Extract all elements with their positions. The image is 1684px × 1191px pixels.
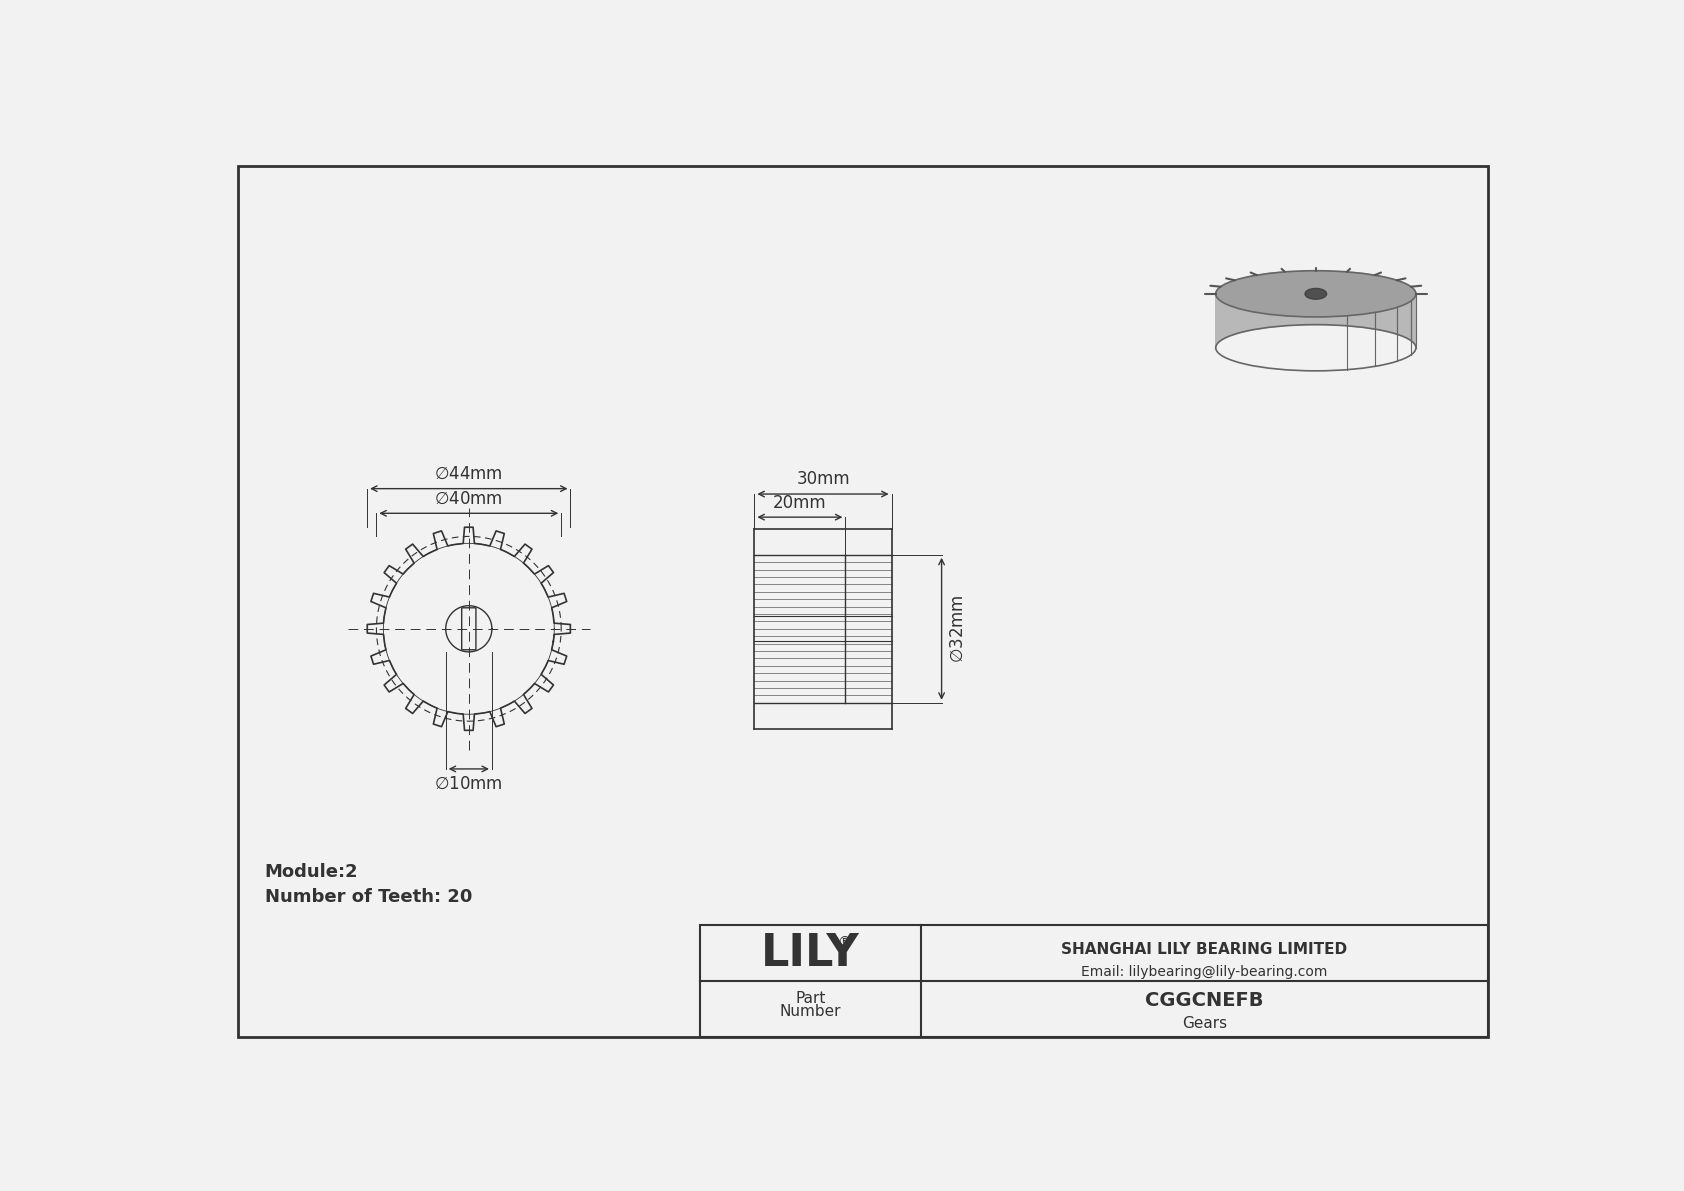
Text: ®: ® bbox=[837, 936, 850, 950]
Text: 20mm: 20mm bbox=[773, 494, 827, 512]
Text: Number: Number bbox=[780, 1004, 840, 1018]
Text: $\varnothing$44mm: $\varnothing$44mm bbox=[434, 464, 504, 482]
Text: Module:2: Module:2 bbox=[264, 862, 359, 880]
Text: CGGCNEFB: CGGCNEFB bbox=[1145, 991, 1263, 1010]
Ellipse shape bbox=[1305, 288, 1327, 299]
Polygon shape bbox=[1216, 270, 1416, 348]
Text: 30mm: 30mm bbox=[797, 470, 850, 488]
Text: SHANGHAI LILY BEARING LIMITED: SHANGHAI LILY BEARING LIMITED bbox=[1061, 942, 1347, 958]
Text: Number of Teeth: 20: Number of Teeth: 20 bbox=[264, 888, 472, 906]
Text: $\varnothing$40mm: $\varnothing$40mm bbox=[434, 490, 504, 507]
Bar bbox=[701, 925, 1489, 1037]
Text: Email: lilybearing@lily-bearing.com: Email: lilybearing@lily-bearing.com bbox=[1081, 965, 1327, 979]
Text: Gears: Gears bbox=[1182, 1016, 1228, 1031]
Text: $\varnothing$32mm: $\varnothing$32mm bbox=[950, 594, 967, 663]
Text: LILY: LILY bbox=[761, 931, 859, 974]
Text: Part: Part bbox=[795, 991, 825, 1006]
Text: $\varnothing$10mm: $\varnothing$10mm bbox=[434, 775, 504, 793]
Ellipse shape bbox=[1216, 270, 1416, 317]
